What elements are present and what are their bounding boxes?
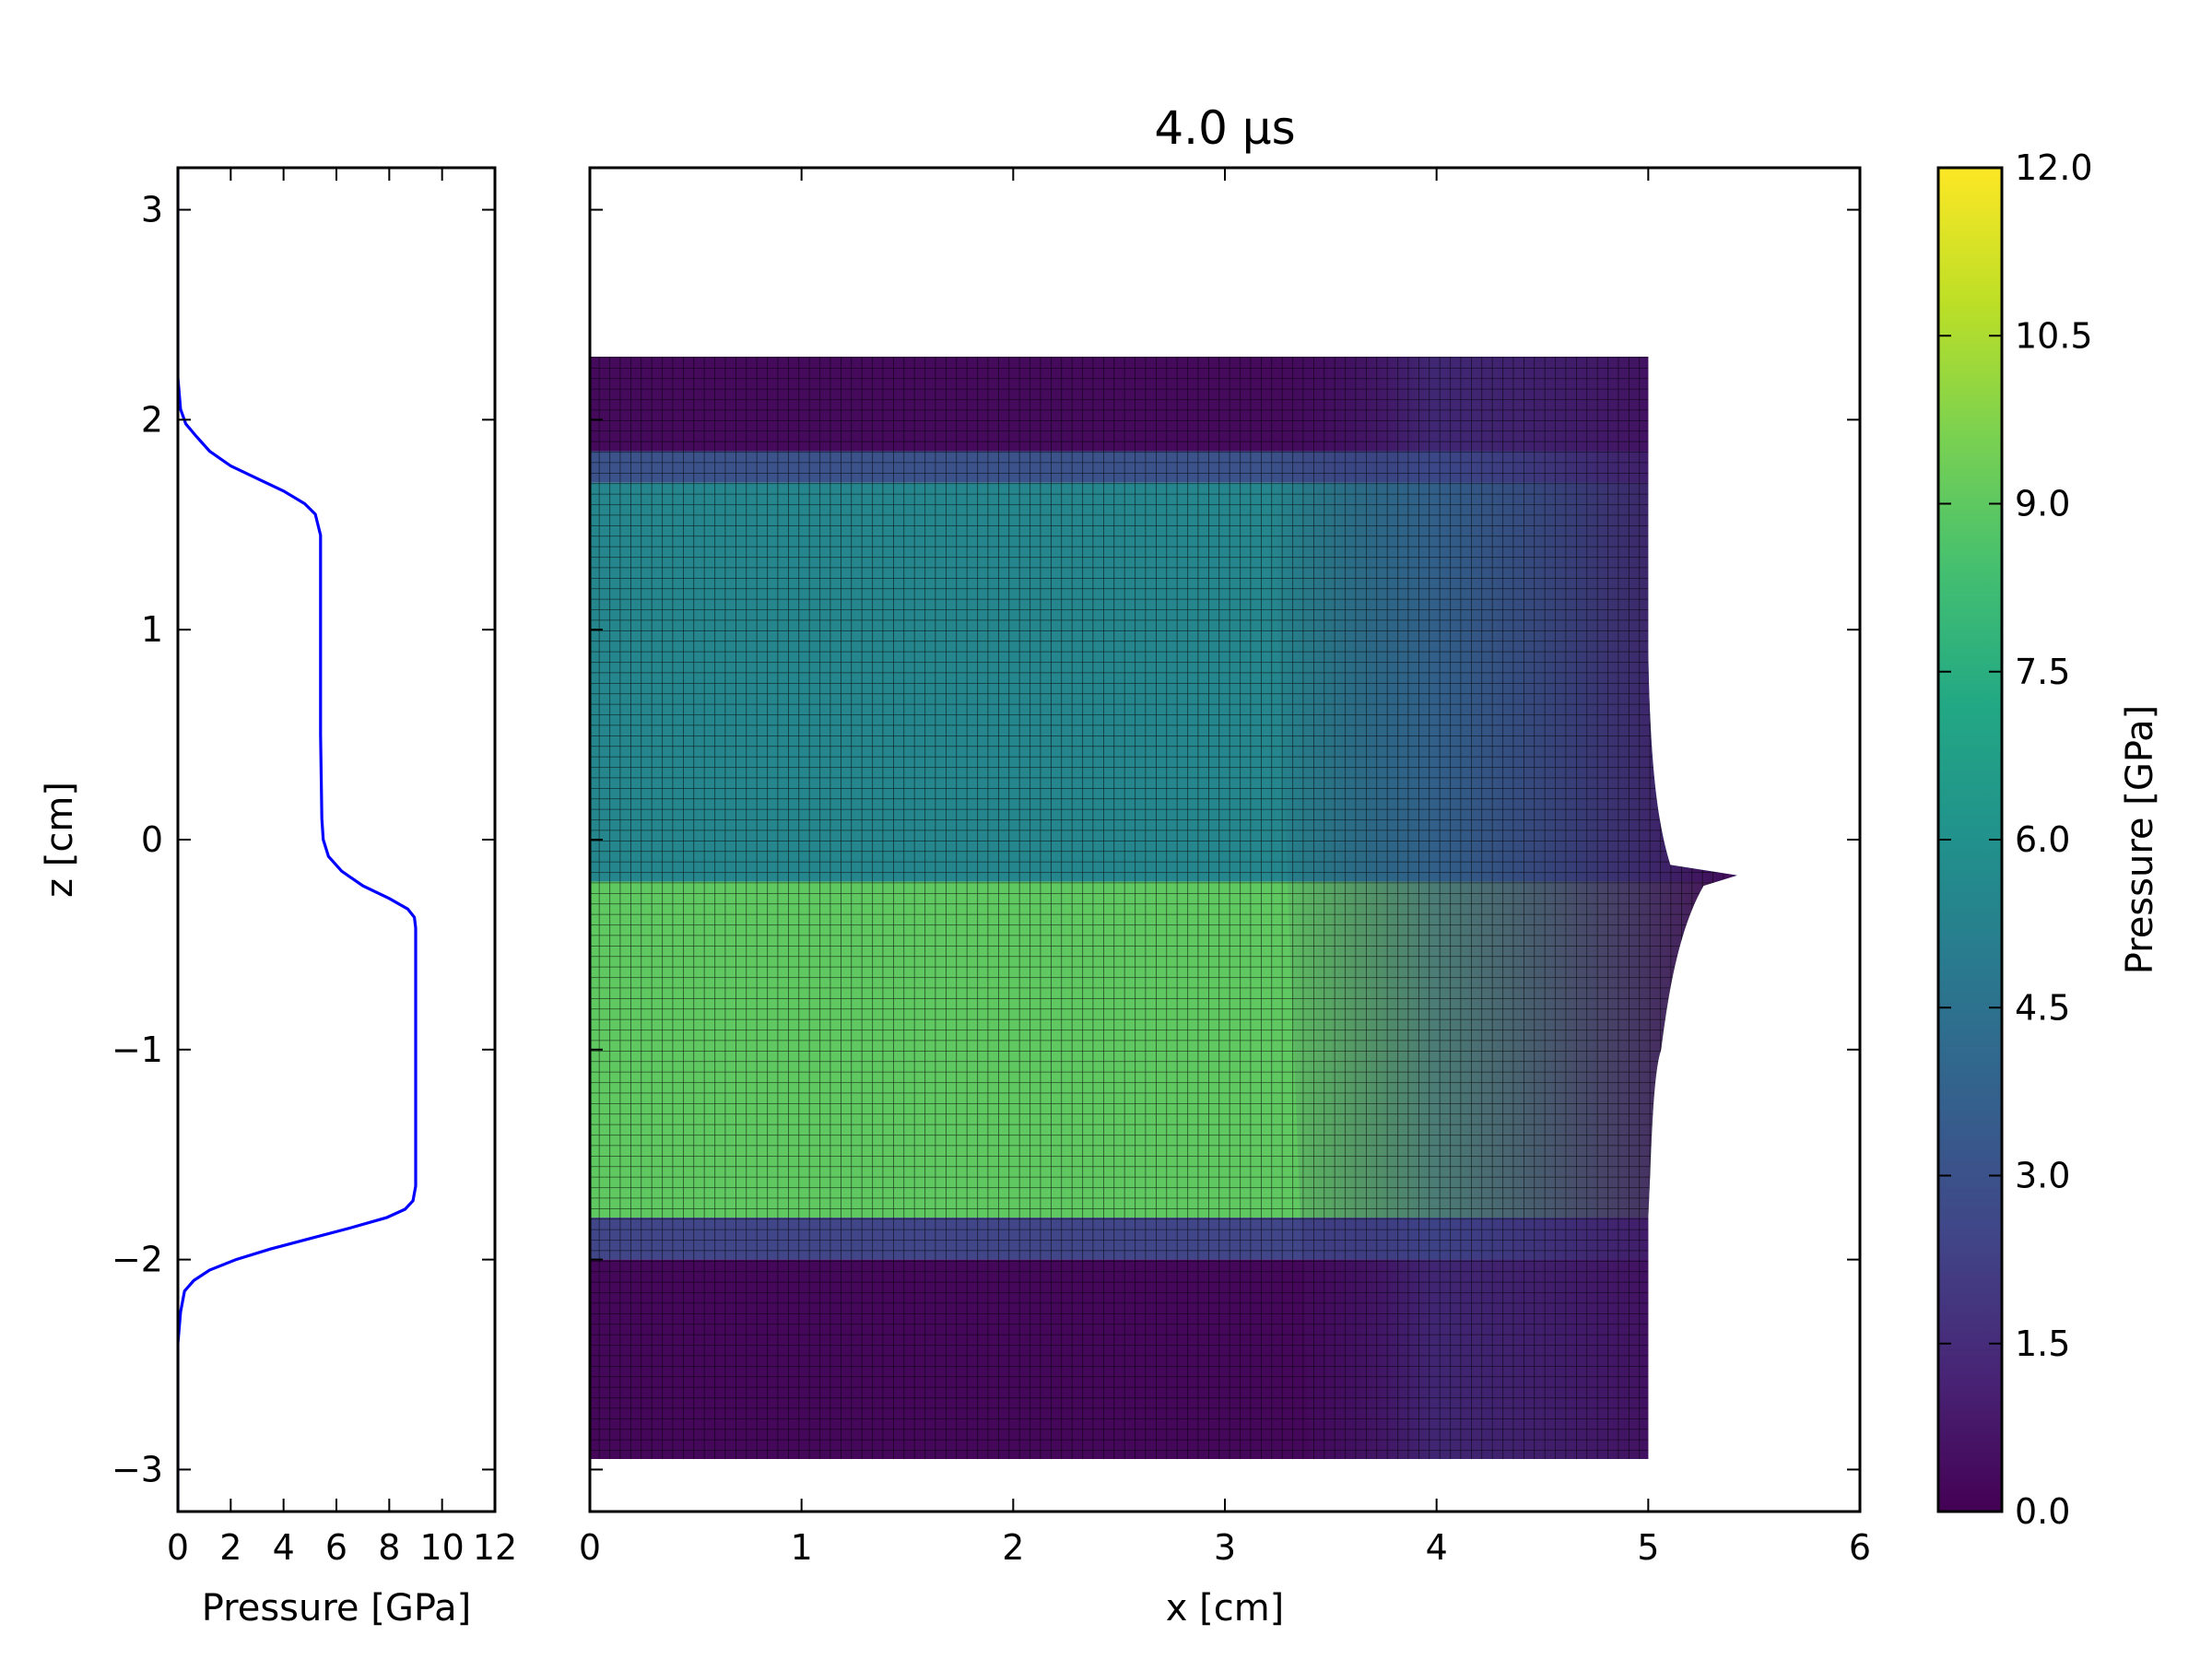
field-x-tick-label: 5 (1637, 1527, 1659, 1568)
colorbar-tick-label: 6.0 (2015, 819, 2070, 860)
pressure-profile-frame (176, 166, 497, 1513)
profile-x-tick-label: 6 (325, 1527, 347, 1568)
profile-z-tick-label: −3 (112, 1449, 163, 1489)
pressure-field-x-ticks: 0 1 2 3 4 5 6 (579, 168, 1871, 1568)
pressure-field-x-axis-label: x [cm] (1166, 1587, 1285, 1630)
pressure-profile-x-axis-label: Pressure [GPa] (202, 1587, 472, 1630)
colorbar-label: Pressure [GPa] (2119, 705, 2161, 975)
profile-z-tick-label: 0 (141, 819, 163, 860)
pressure-profile-x-ticks: 0 2 4 6 8 10 12 (167, 168, 517, 1568)
profile-z-tick-label: 2 (141, 399, 163, 440)
pressure-profile-z-ticks: −3 −2 −1 0 1 2 3 (112, 190, 495, 1489)
colorbar-tick-label: 3.0 (2015, 1156, 2070, 1196)
colorbar-tick-label: 10.5 (2015, 315, 2093, 356)
profile-x-tick-label: 8 (378, 1527, 400, 1568)
pressure-field-panel: 0 1 2 3 4 5 6 x [cm] 4.0 μs (579, 101, 1871, 1630)
figure-title: 4.0 μs (1154, 101, 1295, 155)
colorbar-tick-label: 7.5 (2015, 652, 2070, 692)
field-x-tick-label: 4 (1426, 1527, 1448, 1568)
colorbar: 0.0 1.5 3.0 4.5 6.0 7.5 9.0 10.5 12.0 Pressure [… (1936, 147, 2161, 1532)
colorbar-ticks: 0.0 1.5 3.0 4.5 6.0 7.5 9.0 10.5 12.0 (1938, 147, 2093, 1532)
field-x-tick-label: 1 (791, 1527, 813, 1568)
colorbar-tick-label: 9.0 (2015, 484, 2070, 524)
profile-x-tick-label: 4 (273, 1527, 295, 1568)
field-x-tick-label: 2 (1002, 1527, 1024, 1568)
pressure-field-z-ticks (590, 208, 1860, 1471)
pressure-profile-z-axis-label: z [cm] (39, 782, 81, 898)
pressure-profile-line (178, 168, 418, 1512)
colorbar-tick-label: 4.5 (2015, 987, 2070, 1028)
computational-mesh (590, 357, 1737, 1460)
profile-x-tick-label: 0 (167, 1527, 189, 1568)
profile-z-tick-label: 3 (141, 190, 163, 230)
profile-x-tick-label: 10 (419, 1527, 464, 1568)
colorbar-tick-label: 1.5 (2015, 1324, 2070, 1364)
colorbar-tick-label: 0.0 (2015, 1491, 2070, 1532)
profile-z-tick-label: −1 (112, 1030, 163, 1070)
field-x-tick-label: 6 (1849, 1527, 1871, 1568)
profile-z-tick-label: −2 (112, 1240, 163, 1280)
profile-x-tick-label: 12 (473, 1527, 517, 1568)
colorbar-tick-label: 12.0 (2015, 147, 2093, 188)
field-x-tick-label: 3 (1214, 1527, 1236, 1568)
field-x-tick-label: 0 (579, 1527, 601, 1568)
profile-z-tick-label: 1 (141, 609, 163, 650)
profile-x-tick-label: 2 (219, 1527, 241, 1568)
